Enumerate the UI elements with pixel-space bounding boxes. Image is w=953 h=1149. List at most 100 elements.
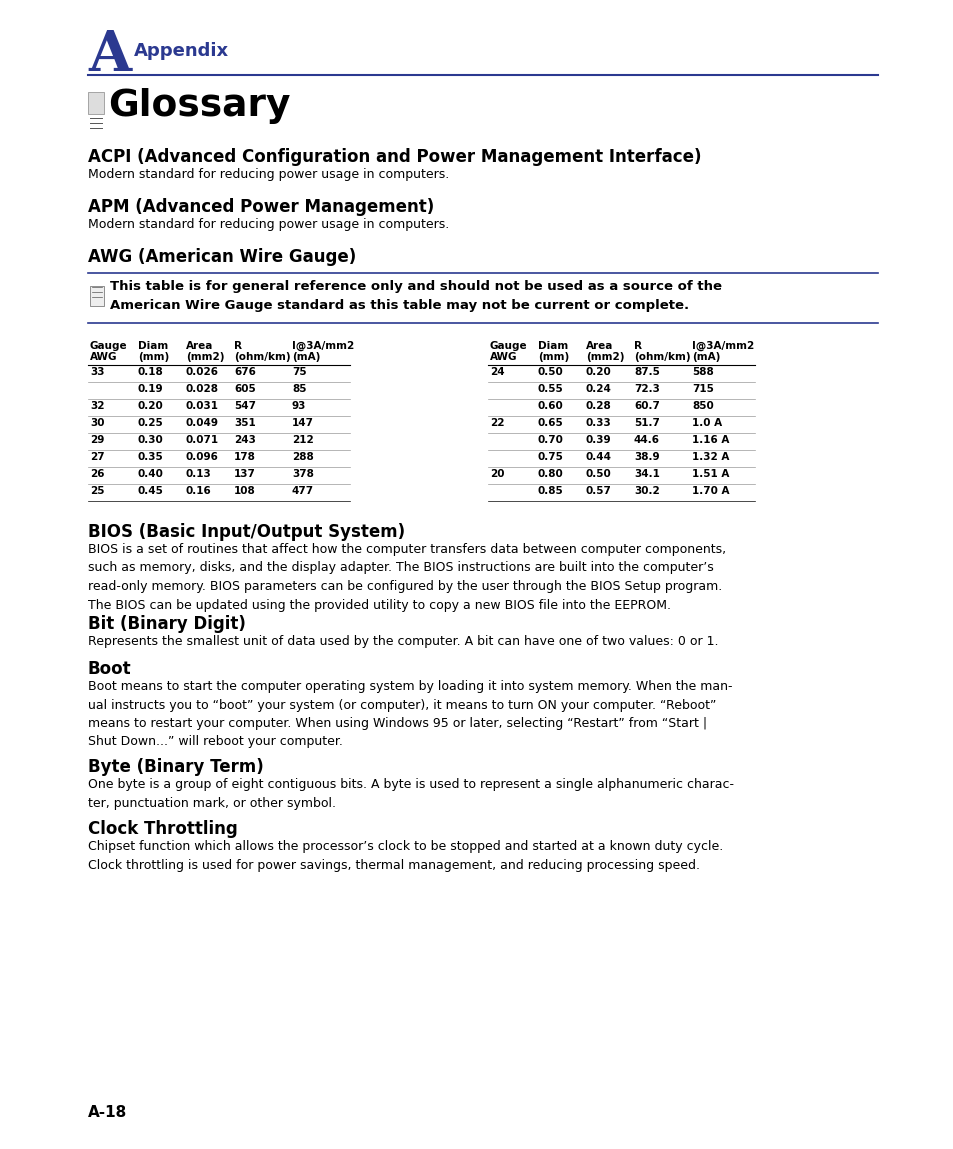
Text: 29: 29 bbox=[90, 435, 104, 445]
Text: R: R bbox=[233, 341, 242, 350]
Text: 0.60: 0.60 bbox=[537, 401, 563, 411]
Text: One byte is a group of eight contiguous bits. A byte is used to represent a sing: One byte is a group of eight contiguous … bbox=[88, 778, 733, 810]
Text: Glossary: Glossary bbox=[108, 88, 291, 124]
FancyBboxPatch shape bbox=[88, 92, 104, 114]
Text: 477: 477 bbox=[292, 486, 314, 496]
Text: (mm2): (mm2) bbox=[585, 352, 624, 362]
Text: (mA): (mA) bbox=[292, 352, 320, 362]
Text: 0.026: 0.026 bbox=[186, 367, 219, 377]
Text: 0.30: 0.30 bbox=[138, 435, 164, 445]
Text: 147: 147 bbox=[292, 418, 314, 427]
Text: 0.20: 0.20 bbox=[585, 367, 611, 377]
Text: 25: 25 bbox=[90, 486, 105, 496]
Text: 0.85: 0.85 bbox=[537, 486, 563, 496]
Text: 0.70: 0.70 bbox=[537, 435, 563, 445]
Text: Diam: Diam bbox=[138, 341, 168, 350]
Text: 0.35: 0.35 bbox=[138, 452, 164, 462]
Text: 1.32 A: 1.32 A bbox=[691, 452, 729, 462]
Text: Modern standard for reducing power usage in computers.: Modern standard for reducing power usage… bbox=[88, 218, 449, 231]
Text: 1.70 A: 1.70 A bbox=[691, 486, 729, 496]
Text: 0.28: 0.28 bbox=[585, 401, 611, 411]
Text: 27: 27 bbox=[90, 452, 105, 462]
Text: Boot means to start the computer operating system by loading it into system memo: Boot means to start the computer operati… bbox=[88, 680, 732, 748]
Text: BIOS (Basic Input/Output System): BIOS (Basic Input/Output System) bbox=[88, 523, 405, 541]
Text: 60.7: 60.7 bbox=[634, 401, 659, 411]
Text: 93: 93 bbox=[292, 401, 306, 411]
Text: 588: 588 bbox=[691, 367, 713, 377]
Text: 1.51 A: 1.51 A bbox=[691, 469, 729, 479]
Text: Appendix: Appendix bbox=[133, 43, 229, 60]
Text: 30.2: 30.2 bbox=[634, 486, 659, 496]
Text: 0.80: 0.80 bbox=[537, 469, 563, 479]
Text: (mm2): (mm2) bbox=[186, 352, 224, 362]
Text: (mA): (mA) bbox=[691, 352, 720, 362]
Text: 108: 108 bbox=[233, 486, 255, 496]
Text: R: R bbox=[634, 341, 641, 350]
Text: 0.57: 0.57 bbox=[585, 486, 611, 496]
Text: 0.65: 0.65 bbox=[537, 418, 563, 427]
Text: A: A bbox=[88, 28, 131, 83]
Text: Bit (Binary Digit): Bit (Binary Digit) bbox=[88, 615, 246, 633]
Text: BIOS is a set of routines that affect how the computer transfers data between co: BIOS is a set of routines that affect ho… bbox=[88, 543, 725, 611]
Text: 212: 212 bbox=[292, 435, 314, 445]
Text: 547: 547 bbox=[233, 401, 255, 411]
Text: 0.049: 0.049 bbox=[186, 418, 219, 427]
Text: 0.24: 0.24 bbox=[585, 384, 611, 394]
Text: 288: 288 bbox=[292, 452, 314, 462]
Text: (ohm/km): (ohm/km) bbox=[634, 352, 690, 362]
Text: 0.33: 0.33 bbox=[585, 418, 611, 427]
Text: Gauge: Gauge bbox=[90, 341, 128, 350]
Text: Byte (Binary Term): Byte (Binary Term) bbox=[88, 758, 263, 776]
Text: 676: 676 bbox=[233, 367, 255, 377]
Text: 0.028: 0.028 bbox=[186, 384, 219, 394]
Text: AWG: AWG bbox=[490, 352, 517, 362]
Text: 0.20: 0.20 bbox=[138, 401, 164, 411]
FancyBboxPatch shape bbox=[90, 286, 104, 306]
Text: Area: Area bbox=[186, 341, 213, 350]
Text: APM (Advanced Power Management): APM (Advanced Power Management) bbox=[88, 198, 434, 216]
Text: 38.9: 38.9 bbox=[634, 452, 659, 462]
Text: 0.19: 0.19 bbox=[138, 384, 164, 394]
Text: 24: 24 bbox=[490, 367, 504, 377]
Text: 32: 32 bbox=[90, 401, 105, 411]
Text: 30: 30 bbox=[90, 418, 105, 427]
Text: Gauge: Gauge bbox=[490, 341, 527, 350]
Text: 0.40: 0.40 bbox=[138, 469, 164, 479]
Text: 378: 378 bbox=[292, 469, 314, 479]
Text: I@3A/mm2: I@3A/mm2 bbox=[691, 341, 754, 352]
Text: 178: 178 bbox=[233, 452, 255, 462]
Text: 1.0 A: 1.0 A bbox=[691, 418, 721, 427]
Text: 0.50: 0.50 bbox=[585, 469, 611, 479]
Text: 20: 20 bbox=[490, 469, 504, 479]
Text: Diam: Diam bbox=[537, 341, 568, 350]
Text: Boot: Boot bbox=[88, 660, 132, 678]
Text: 715: 715 bbox=[691, 384, 713, 394]
Text: 0.031: 0.031 bbox=[186, 401, 219, 411]
Text: (mm): (mm) bbox=[537, 352, 569, 362]
Text: 33: 33 bbox=[90, 367, 105, 377]
Text: 0.13: 0.13 bbox=[186, 469, 212, 479]
Text: 1.16 A: 1.16 A bbox=[691, 435, 729, 445]
Text: 0.44: 0.44 bbox=[585, 452, 612, 462]
Text: I@3A/mm2: I@3A/mm2 bbox=[292, 341, 354, 352]
Text: 351: 351 bbox=[233, 418, 255, 427]
Text: Chipset function which allows the processor’s clock to be stopped and started at: Chipset function which allows the proces… bbox=[88, 840, 722, 871]
Text: ACPI (Advanced Configuration and Power Management Interface): ACPI (Advanced Configuration and Power M… bbox=[88, 148, 700, 165]
Text: 850: 850 bbox=[691, 401, 713, 411]
Text: 26: 26 bbox=[90, 469, 105, 479]
Text: (mm): (mm) bbox=[138, 352, 169, 362]
Text: 0.16: 0.16 bbox=[186, 486, 212, 496]
Text: This table is for general reference only and should not be used as a source of t: This table is for general reference only… bbox=[110, 280, 721, 313]
Text: Area: Area bbox=[585, 341, 613, 350]
Text: Clock Throttling: Clock Throttling bbox=[88, 820, 237, 838]
Text: Represents the smallest unit of data used by the computer. A bit can have one of: Represents the smallest unit of data use… bbox=[88, 635, 718, 648]
Text: 72.3: 72.3 bbox=[634, 384, 659, 394]
Text: 34.1: 34.1 bbox=[634, 469, 659, 479]
Text: 87.5: 87.5 bbox=[634, 367, 659, 377]
Text: 44.6: 44.6 bbox=[634, 435, 659, 445]
Text: 51.7: 51.7 bbox=[634, 418, 659, 427]
Text: 0.55: 0.55 bbox=[537, 384, 563, 394]
Text: 0.39: 0.39 bbox=[585, 435, 611, 445]
Text: AWG (American Wire Gauge): AWG (American Wire Gauge) bbox=[88, 248, 355, 267]
Text: 22: 22 bbox=[490, 418, 504, 427]
